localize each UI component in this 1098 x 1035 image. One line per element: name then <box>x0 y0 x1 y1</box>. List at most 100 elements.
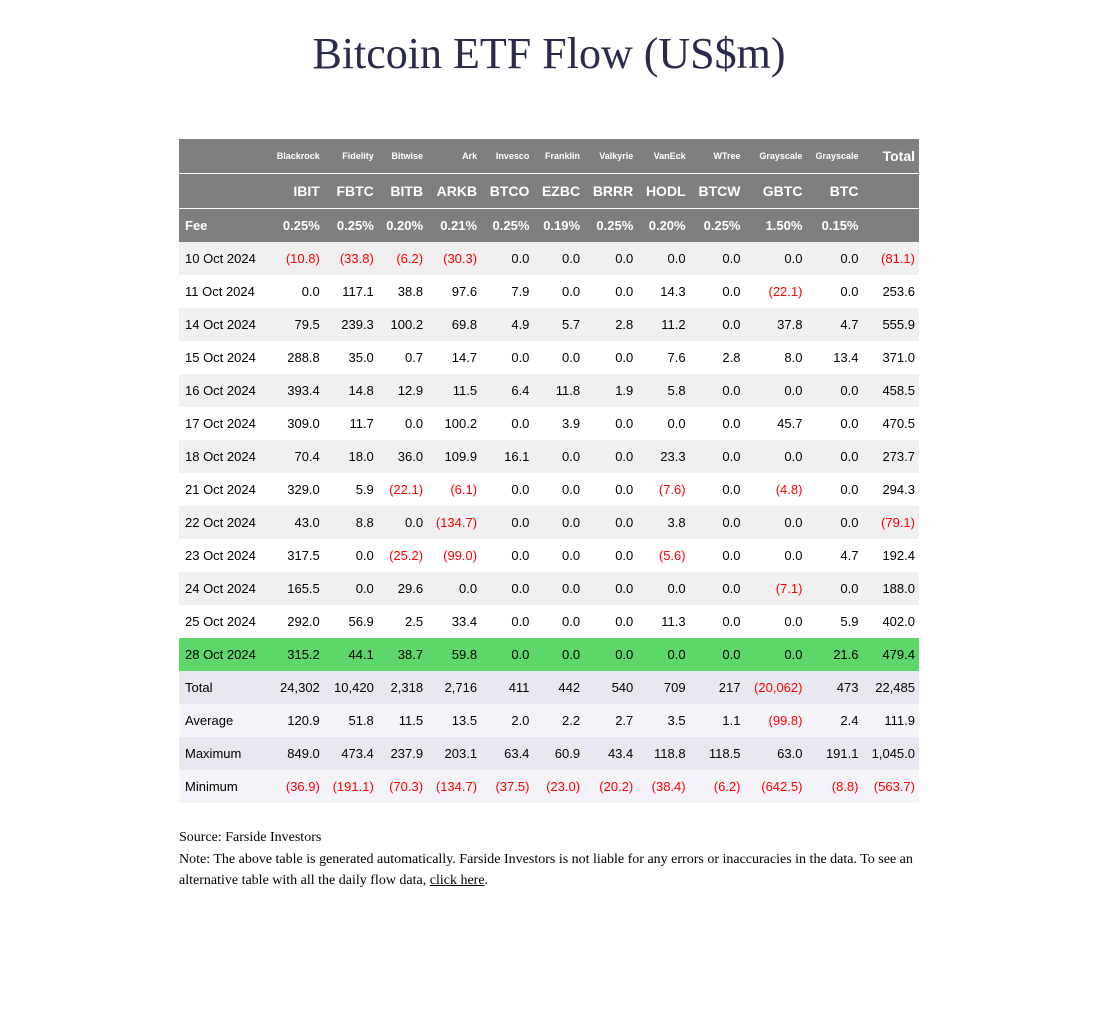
summary-cell: 120.9 <box>268 704 324 737</box>
value-cell: 0.0 <box>324 572 378 605</box>
value-cell: 23.3 <box>637 440 689 473</box>
summary-label: Total <box>179 671 268 704</box>
header-issuer: WTree <box>690 139 745 174</box>
value-cell: (6.2) <box>378 242 427 275</box>
value-cell: (10.8) <box>268 242 324 275</box>
value-cell: 0.0 <box>481 572 533 605</box>
summary-cell: 1.1 <box>690 704 745 737</box>
value-cell: 0.0 <box>427 572 481 605</box>
value-cell: 309.0 <box>268 407 324 440</box>
summary-cell: (38.4) <box>637 770 689 803</box>
table-row: 10 Oct 2024(10.8)(33.8)(6.2)(30.3)0.00.0… <box>179 242 919 275</box>
summary-cell: 2,716 <box>427 671 481 704</box>
value-cell: 393.4 <box>268 374 324 407</box>
value-cell: 0.0 <box>584 572 637 605</box>
value-cell: 0.0 <box>637 572 689 605</box>
summary-cell: (134.7) <box>427 770 481 803</box>
value-cell: 0.0 <box>584 506 637 539</box>
value-cell: 69.8 <box>427 308 481 341</box>
value-cell: 0.0 <box>745 506 807 539</box>
value-cell: 0.0 <box>481 506 533 539</box>
summary-cell: 11.5 <box>378 704 427 737</box>
summary-label: Minimum <box>179 770 268 803</box>
value-cell: 0.0 <box>481 605 533 638</box>
value-cell: 292.0 <box>268 605 324 638</box>
summary-cell: 2,318 <box>378 671 427 704</box>
summary-cell: 63.0 <box>745 737 807 770</box>
value-cell: 239.3 <box>324 308 378 341</box>
value-cell: 371.0 <box>863 341 920 374</box>
value-cell: 0.0 <box>533 275 584 308</box>
table-row: 21 Oct 2024329.05.9(22.1)(6.1)0.00.00.0(… <box>179 473 919 506</box>
date-cell: 17 Oct 2024 <box>179 407 268 440</box>
header-issuer: Grayscale <box>806 139 862 174</box>
value-cell: 8.8 <box>324 506 378 539</box>
summary-cell: 51.8 <box>324 704 378 737</box>
summary-cell: 111.9 <box>863 704 920 737</box>
summary-cell: 13.5 <box>427 704 481 737</box>
fee-cell: 0.20% <box>378 209 427 243</box>
value-cell: 0.0 <box>745 242 807 275</box>
value-cell: 0.0 <box>690 539 745 572</box>
summary-cell: 203.1 <box>427 737 481 770</box>
date-cell: 25 Oct 2024 <box>179 605 268 638</box>
value-cell: 0.0 <box>745 440 807 473</box>
footer-link[interactable]: click here <box>430 873 485 888</box>
value-cell: 0.0 <box>584 407 637 440</box>
value-cell: 0.0 <box>533 572 584 605</box>
value-cell: 59.8 <box>427 638 481 671</box>
value-cell: 117.1 <box>324 275 378 308</box>
table-row: 17 Oct 2024309.011.70.0100.20.03.90.00.0… <box>179 407 919 440</box>
value-cell: 29.6 <box>378 572 427 605</box>
value-cell: 5.9 <box>806 605 862 638</box>
value-cell: 329.0 <box>268 473 324 506</box>
summary-row: Average120.951.811.513.52.02.22.73.51.1(… <box>179 704 919 737</box>
value-cell: 100.2 <box>378 308 427 341</box>
summary-cell: 10,420 <box>324 671 378 704</box>
value-cell: 0.7 <box>378 341 427 374</box>
value-cell: 56.9 <box>324 605 378 638</box>
footer-note-post: . <box>485 873 489 888</box>
value-cell: 0.0 <box>481 407 533 440</box>
value-cell: 11.7 <box>324 407 378 440</box>
summary-cell: 217 <box>690 671 745 704</box>
footer-note: Note: The above table is generated autom… <box>179 849 919 892</box>
table-summary: Total24,30210,4202,3182,7164114425407092… <box>179 671 919 803</box>
header-ticker: BTCW <box>690 174 745 209</box>
value-cell: 0.0 <box>690 308 745 341</box>
table-row: 16 Oct 2024393.414.812.911.56.411.81.95.… <box>179 374 919 407</box>
value-cell: 100.2 <box>427 407 481 440</box>
value-cell: 0.0 <box>690 242 745 275</box>
header-ticker: ARKB <box>427 174 481 209</box>
value-cell: 0.0 <box>637 638 689 671</box>
fee-cell: 1.50% <box>745 209 807 243</box>
fee-cell: 0.25% <box>481 209 533 243</box>
value-cell: 4.7 <box>806 539 862 572</box>
summary-cell: 24,302 <box>268 671 324 704</box>
value-cell: 0.0 <box>806 407 862 440</box>
value-cell: 2.8 <box>584 308 637 341</box>
header-ticker: GBTC <box>745 174 807 209</box>
value-cell: 0.0 <box>637 407 689 440</box>
table-row: 15 Oct 2024288.835.00.714.70.00.00.07.62… <box>179 341 919 374</box>
summary-cell: 118.5 <box>690 737 745 770</box>
value-cell: 11.3 <box>637 605 689 638</box>
summary-cell: (36.9) <box>268 770 324 803</box>
value-cell: 0.0 <box>690 440 745 473</box>
value-cell: 253.6 <box>863 275 920 308</box>
date-cell: 11 Oct 2024 <box>179 275 268 308</box>
summary-cell: 60.9 <box>533 737 584 770</box>
summary-row: Minimum(36.9)(191.1)(70.3)(134.7)(37.5)(… <box>179 770 919 803</box>
summary-cell: 2.0 <box>481 704 533 737</box>
value-cell: 317.5 <box>268 539 324 572</box>
value-cell: 470.5 <box>863 407 920 440</box>
summary-cell: (191.1) <box>324 770 378 803</box>
value-cell: 79.5 <box>268 308 324 341</box>
value-cell: 0.0 <box>690 506 745 539</box>
value-cell: 479.4 <box>863 638 920 671</box>
header-issuer: Bitwise <box>378 139 427 174</box>
date-cell: 28 Oct 2024 <box>179 638 268 671</box>
value-cell: 0.0 <box>481 539 533 572</box>
value-cell: 188.0 <box>863 572 920 605</box>
summary-cell: 191.1 <box>806 737 862 770</box>
